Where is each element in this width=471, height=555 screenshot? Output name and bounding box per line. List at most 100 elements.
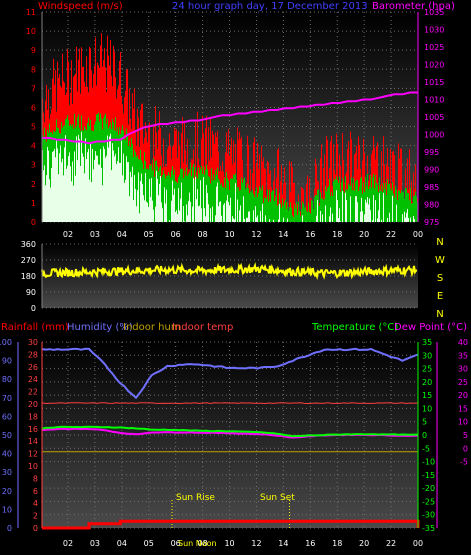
wind-x-tick-label: 02	[63, 230, 73, 239]
barometer-tick-label: 975	[424, 218, 439, 227]
humidity-tick-label: 20	[2, 487, 12, 496]
humidity-tick-label: 50	[2, 431, 12, 440]
barometer-title: Barometer (hpa)	[372, 1, 455, 12]
dewpoint-tick-label: 20	[458, 391, 468, 400]
barometer-tick-label: 1020	[424, 61, 444, 70]
compass-label: N	[436, 237, 443, 248]
sun-rise-label: Sun Rise	[176, 493, 215, 503]
wind-tick-label: 7	[31, 84, 36, 93]
temp-x-tick-label: 06	[171, 539, 181, 548]
barometer-tick-label: 1030	[424, 26, 444, 35]
dewpoint-tick-label: 15	[458, 404, 468, 413]
wind-tick-label: 0	[31, 218, 36, 227]
dewpoint-tick-label: -5	[460, 458, 468, 467]
direction-tick-label: 180	[21, 272, 36, 281]
wind-x-tick-label: 08	[198, 230, 208, 239]
rainfall-title: Rainfall (mm)	[1, 322, 69, 333]
temp-x-tick-label: 00	[413, 539, 423, 548]
wind-x-tick-label: 04	[117, 230, 127, 239]
temp-x-tick-label: 02	[63, 539, 73, 548]
compass-label: S	[437, 273, 443, 284]
barometer-tick-label: 1000	[424, 131, 444, 140]
humidity-tick-label: 90	[2, 357, 12, 366]
dewpoint-tick-label: 30	[458, 365, 468, 374]
rainfall-line	[42, 519, 420, 530]
compass-label: E	[437, 291, 443, 302]
indoor-temp-line	[41, 402, 419, 405]
temp-tick-label: -5	[422, 444, 430, 453]
wind-tick-label: 10	[26, 27, 36, 36]
temp-x-tick-label: 14	[278, 539, 288, 548]
barometer-tick-label: 995	[424, 148, 439, 157]
dewpoint-title: Dew Point (°C)	[394, 322, 467, 333]
temperature-line	[41, 425, 418, 438]
wind-tick-label: 5	[31, 123, 36, 132]
rain-tick-label: 26	[28, 363, 38, 372]
barometer-tick-label: 1015	[424, 78, 444, 87]
temp-tick-label: 15	[422, 391, 432, 400]
indoor-temp-title: Indoor temp	[172, 322, 233, 333]
temp-tick-label: -25	[422, 497, 435, 506]
rain-tick-label: 10	[28, 462, 38, 471]
temperature-humidity-panel: 0102030405060708090100024681012141618202…	[0, 338, 468, 548]
rain-tick-label: 22	[28, 388, 38, 397]
humidity-tick-label: 40	[2, 450, 12, 459]
temp-tick-label: 35	[422, 338, 432, 347]
wind-direction-line	[41, 262, 418, 281]
temp-tick-label: 20	[422, 378, 432, 387]
barometer-tick-label: 1025	[424, 43, 444, 52]
direction-tick-label: 0	[31, 304, 36, 313]
compass-label: N	[436, 309, 443, 320]
temp-tick-label: -35	[422, 524, 435, 533]
temp-x-tick-label: 05	[144, 539, 154, 548]
temp-x-tick-label: 10	[224, 539, 234, 548]
dewpoint-tick-label: 0	[463, 444, 468, 453]
windspeed-title: Windspeed (m/s)	[38, 1, 123, 12]
humidity-title: Humidity (%)	[67, 322, 133, 333]
wind-tick-label: 4	[31, 142, 36, 151]
indoor-hum-title: Indoor hum	[123, 322, 181, 333]
wind-tick-label: 9	[31, 46, 36, 55]
rain-tick-label: 8	[33, 474, 38, 483]
rain-tick-label: 2	[33, 512, 38, 521]
humidity-tick-label: 60	[2, 412, 12, 421]
temp-x-tick-label: 22	[386, 539, 396, 548]
barometer-tick-label: 1005	[424, 113, 444, 122]
temp-x-tick-label: 08	[198, 539, 208, 548]
wind-tick-label: 2	[31, 180, 36, 189]
rain-tick-label: 28	[28, 350, 38, 359]
sun-set-label: Sun Set	[260, 493, 295, 503]
rain-tick-label: 24	[28, 375, 38, 384]
wind-tick-label: 3	[31, 161, 36, 170]
rain-tick-label: 0	[33, 524, 38, 533]
temp-tick-label: 30	[422, 351, 432, 360]
wind-x-tick-label: 06	[171, 230, 181, 239]
humidity-tick-label: 80	[2, 375, 12, 384]
wind-x-tick-label: 10	[224, 230, 234, 239]
dewpoint-tick-label: 25	[458, 378, 468, 387]
graph-title: 24 hour graph day, 17 December 2013	[172, 1, 368, 12]
compass-label: W	[435, 255, 445, 266]
wind-x-tick-label: 05	[144, 230, 154, 239]
temp-tick-label: 5	[422, 418, 427, 427]
dewpoint-tick-label: 5	[463, 431, 468, 440]
rain-tick-label: 14	[28, 437, 38, 446]
dewpoint-tick-label: 10	[458, 418, 468, 427]
temp-tick-label: 25	[422, 365, 432, 374]
rain-tick-label: 20	[28, 400, 38, 409]
temp-x-tick-label: 04	[117, 539, 127, 548]
wind-x-tick-label: 18	[332, 230, 342, 239]
barometer-tick-label: 990	[424, 166, 439, 175]
wind-tick-label: 11	[26, 8, 36, 17]
rain-tick-label: 4	[33, 499, 38, 508]
wind-x-tick-label: 03	[90, 230, 100, 239]
temp-tick-label: -30	[422, 511, 435, 520]
temp-x-tick-label: 12	[251, 539, 261, 548]
humidity-tick-label: 10	[2, 505, 12, 514]
dewpoint-tick-label: 35	[458, 351, 468, 360]
temp-tick-label: -15	[422, 471, 435, 480]
rain-tick-label: 30	[28, 338, 38, 347]
